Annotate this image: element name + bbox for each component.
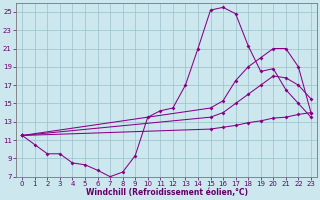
X-axis label: Windchill (Refroidissement éolien,°C): Windchill (Refroidissement éolien,°C) [85, 188, 248, 197]
